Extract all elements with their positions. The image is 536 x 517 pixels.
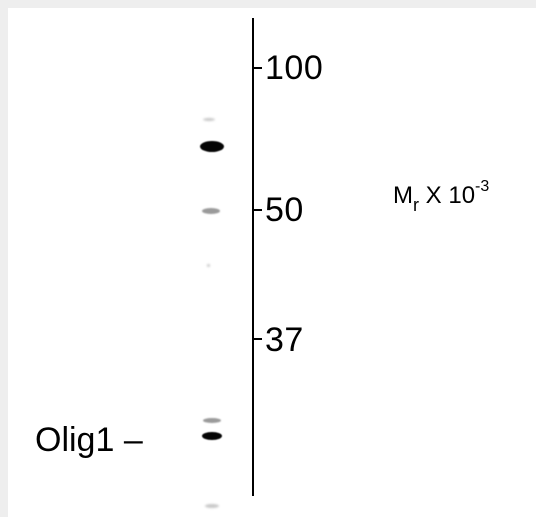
marker-tick-50 — [254, 209, 262, 211]
marker-tick-100 — [254, 67, 262, 69]
band-bottom-faint — [205, 504, 219, 508]
band-olig1-upper — [203, 418, 221, 423]
unit-exponent: -3 — [475, 178, 490, 195]
band-upper-strong — [200, 141, 224, 152]
protein-label-olig1: Olig1 – — [35, 421, 143, 459]
unit-subscript: r — [413, 195, 419, 215]
western-blot-panel: 100 50 37 Mr X 10-3 Olig1 – — [8, 8, 536, 517]
band-speck — [207, 264, 210, 267]
marker-tick-37 — [254, 338, 262, 340]
marker-axis-line — [252, 18, 254, 496]
marker-label-50: 50 — [265, 191, 304, 229]
sample-lane — [198, 8, 248, 517]
band-near-50 — [202, 208, 220, 214]
marker-label-37: 37 — [265, 321, 304, 359]
molecular-weight-unit-label: Mr X 10-3 — [393, 178, 490, 215]
unit-multiplier: X 10 — [419, 182, 476, 209]
marker-label-100: 100 — [265, 49, 324, 87]
band-olig1 — [202, 432, 222, 440]
band-top-faint — [203, 118, 215, 121]
unit-base: M — [393, 182, 413, 209]
